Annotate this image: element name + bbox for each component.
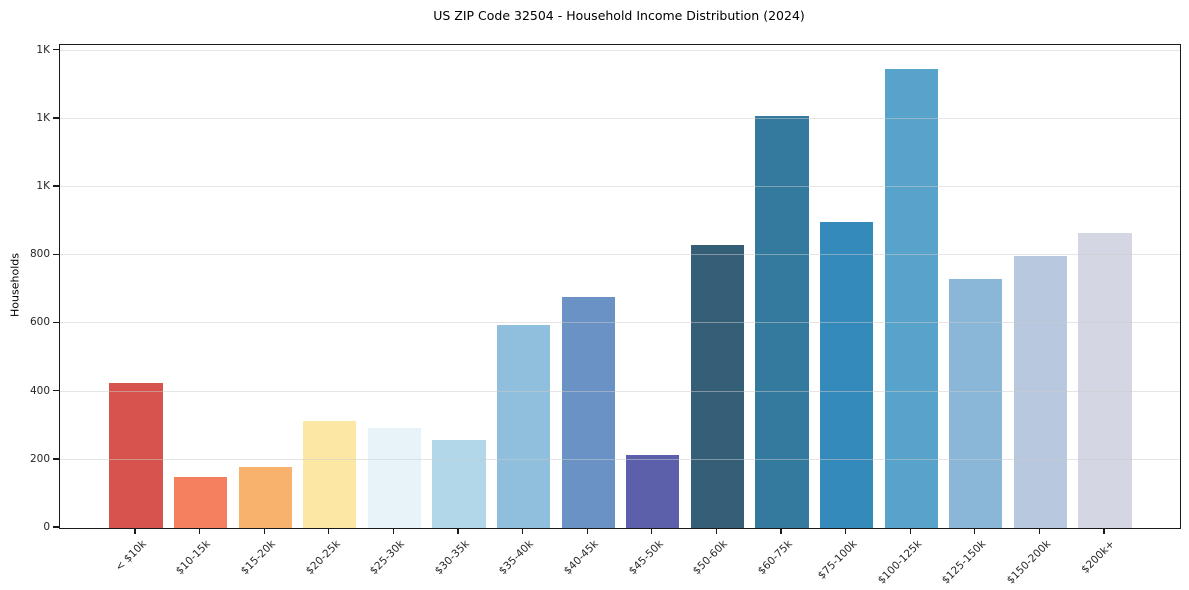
bar-5 [432,439,486,528]
bar-7 [561,296,615,528]
x-tick-label: $200k+ [1079,538,1118,576]
x-tick-label: $60-75k [755,538,795,578]
y-tick-mark [53,389,59,392]
gridline [60,117,1180,119]
x-tick-mark [715,529,718,534]
x-tick-mark [198,529,201,534]
y-tick-label: 400 [29,384,50,397]
gridline [60,254,1180,256]
y-tick-label: 800 [29,248,50,261]
gridline [60,186,1180,188]
x-tick-label: $15-20k [238,538,278,578]
x-tick-mark [909,529,911,534]
bar-6 [496,324,551,528]
x-tick-label: $10-15k [174,538,214,578]
y-tick-mark [53,526,59,528]
x-tick-label: $45-50k [626,538,666,578]
bar-14 [1013,256,1068,528]
x-tick-mark [780,529,782,534]
y-tick-label: 1K [36,180,50,193]
y-tick-mark [53,321,59,324]
x-tick-label: < $10k [112,538,149,574]
bar-4 [367,428,422,528]
x-tick-mark [586,529,588,534]
x-tick-label: $125-150k [939,538,989,587]
bar-12 [884,68,938,528]
gridline [60,322,1180,324]
x-tick-mark [263,529,265,534]
x-tick-label: $100-125k [875,538,924,587]
bar-0 [109,383,163,528]
x-tick-label: $25-30k [367,538,407,578]
y-tick-label: 200 [29,452,50,465]
y-tick-label: 1K [36,43,50,56]
bar-11 [819,221,874,528]
x-tick-mark [328,529,330,534]
chart-title: US ZIP Code 32504 - Household Income Dis… [433,8,805,23]
y-tick-label: 1K [36,111,50,124]
x-tick-mark [457,529,459,534]
y-tick-mark [53,185,59,187]
y-tick-mark [53,117,59,119]
x-tick-mark [651,529,653,534]
x-tick-label: $35-40k [497,538,537,578]
x-tick-mark [1103,529,1105,534]
plot-area [59,44,1181,529]
bar-15 [1078,232,1132,528]
gridline [60,49,1180,51]
x-tick-mark [392,529,395,534]
bar-8 [626,455,680,528]
gridline [60,390,1180,392]
y-axis-label: Households [8,253,22,317]
gridline [60,458,1180,460]
x-tick-mark [134,529,136,534]
y-tick-mark [53,49,59,51]
bar-1 [173,476,228,528]
y-tick-label: 0 [43,521,50,533]
x-tick-label: $20-25k [303,538,343,578]
y-tick-label: 600 [29,316,50,329]
x-tick-mark [521,529,524,534]
bar-2 [238,466,292,528]
x-tick-label: $40-45k [561,538,601,578]
y-tick-mark [53,458,59,460]
bar-13 [949,278,1003,528]
bar-9 [690,244,745,528]
x-tick-mark [974,529,976,534]
y-tick-mark [53,253,59,255]
x-tick-label: $75-100k [815,538,860,582]
bar-3 [303,420,357,528]
x-tick-label: $150-200k [1004,538,1053,587]
x-tick-label: $50-60k [690,538,730,578]
x-tick-label: $30-35k [432,538,472,578]
x-tick-mark [1038,529,1041,534]
x-tick-mark [844,529,847,534]
